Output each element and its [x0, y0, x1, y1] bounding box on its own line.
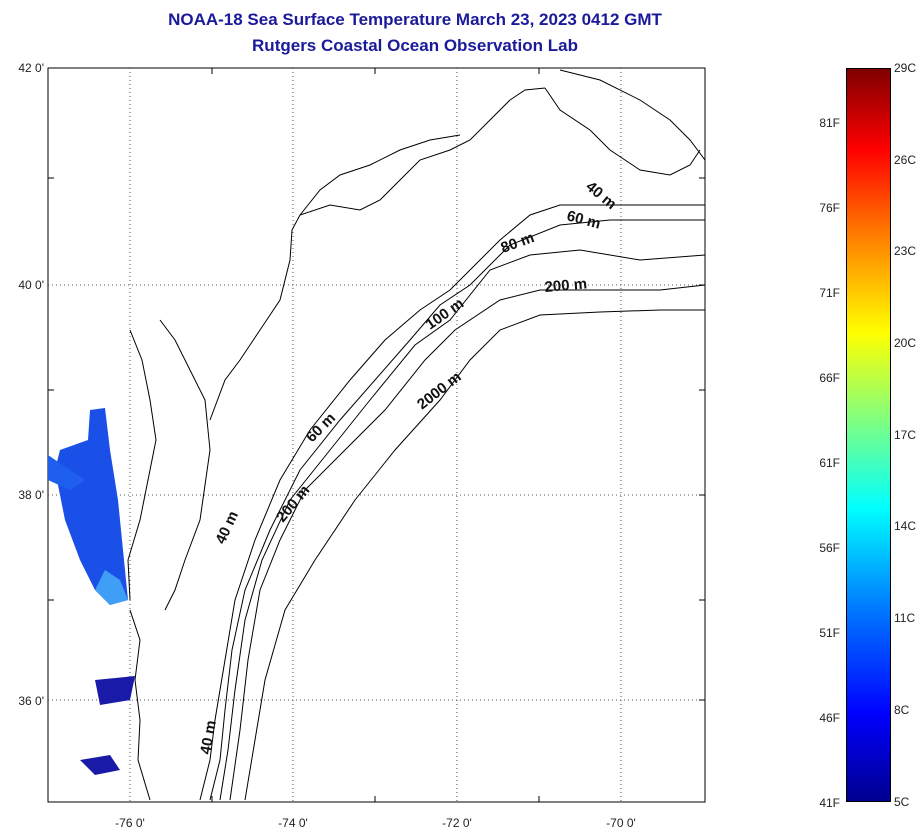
contour-label: 40 m: [197, 719, 220, 756]
colorbar-celsius-label: 8C: [894, 703, 910, 717]
map-subtitle: Rutgers Coastal Ocean Observation Lab: [252, 36, 578, 55]
colorbar-fahrenheit-label: 66F: [819, 371, 840, 385]
temperature-colorbar: [846, 68, 891, 802]
lon-label: -70 0': [606, 816, 636, 830]
colorbar-celsius-label: 26C: [894, 153, 917, 167]
contour-label: 80 m: [499, 229, 537, 257]
colorbar-fahrenheit-label: 61F: [819, 456, 840, 470]
colorbar-fahrenheit-label: 41F: [819, 796, 840, 810]
colorbar-fahrenheit-label: 56F: [819, 541, 840, 555]
colorbar-celsius-label: 5C: [894, 795, 910, 809]
lon-label: -72 0': [442, 816, 472, 830]
colorbar-celsius-label: 29C: [894, 61, 917, 75]
contour-label: 2000 m: [414, 368, 465, 413]
contour-label: 40 m: [212, 509, 242, 547]
coastline: [127, 69, 706, 801]
colorbar-fahrenheit-label: 71F: [819, 286, 840, 300]
colorbar-celsius-label: 11C: [894, 611, 916, 625]
colorbar-celsius-label: 17C: [894, 428, 917, 442]
chesapeake-sst-patch: [48, 408, 135, 775]
colorbar-fahrenheit-label: 51F: [819, 626, 840, 640]
map-title: NOAA-18 Sea Surface Temperature March 23…: [168, 10, 662, 29]
contour-label: 200 m: [544, 275, 588, 296]
lat-label: 40 0': [18, 278, 44, 292]
contour-label: 40 m: [582, 178, 619, 213]
lat-label: 38 0': [18, 488, 44, 502]
contour-label: 60 m: [565, 207, 602, 232]
colorbar-celsius-label: 23C: [894, 244, 917, 258]
isobath-contours: [199, 204, 706, 801]
contour-label: 100 m: [423, 295, 468, 333]
map-frame: [47, 67, 706, 803]
lat-label: 36 0': [18, 694, 44, 708]
colorbar-fahrenheit-label: 76F: [819, 201, 840, 215]
axis-ticks: [48, 68, 705, 802]
lon-label: -76 0': [115, 816, 145, 830]
colorbar-celsius-label: 14C: [894, 519, 917, 533]
contour-label-group: 40 m 60 m 80 m 200 m 100 m 60 m 2000 m 4…: [197, 178, 619, 756]
colorbar-fahrenheit-label: 81F: [819, 116, 840, 130]
lat-label: 42 0': [18, 61, 44, 75]
colorbar-celsius-label: 20C: [894, 336, 917, 350]
lon-label: -74 0': [278, 816, 308, 830]
colorbar-fahrenheit-label: 46F: [819, 711, 840, 725]
graticule: [48, 68, 705, 802]
